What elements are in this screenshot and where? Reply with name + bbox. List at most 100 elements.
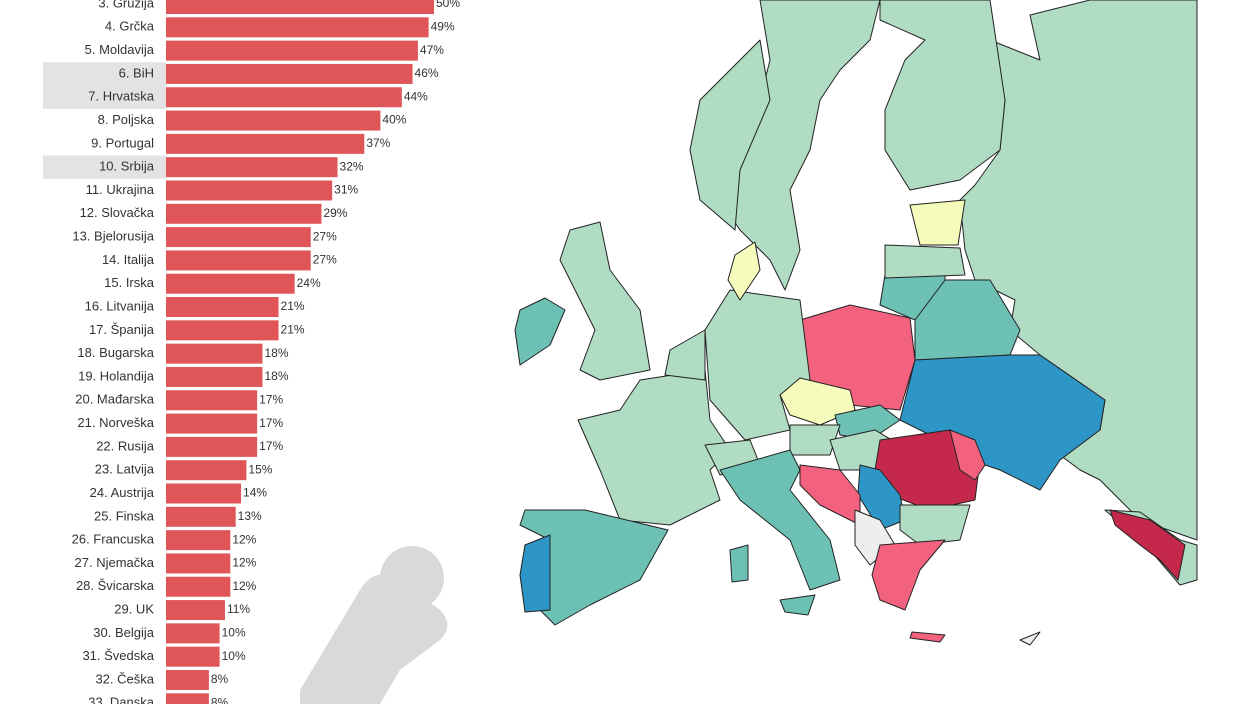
row-highlight bbox=[43, 85, 166, 109]
value-label: 24% bbox=[297, 276, 321, 290]
category-label: 14. Italija bbox=[102, 252, 155, 267]
bar bbox=[166, 483, 242, 504]
category-label: 20. Mađarska bbox=[75, 392, 155, 407]
bar bbox=[166, 576, 231, 597]
row-highlight bbox=[43, 62, 166, 86]
value-label: 40% bbox=[382, 113, 406, 127]
category-label: 7. Hrvatska bbox=[88, 89, 155, 104]
bar bbox=[166, 297, 279, 318]
category-label: 11. Ukrajina bbox=[86, 182, 155, 197]
category-label: 21. Norveška bbox=[77, 415, 154, 430]
value-label: 17% bbox=[259, 439, 283, 453]
value-label: 21% bbox=[281, 299, 305, 313]
value-label: 18% bbox=[264, 369, 288, 383]
value-label: 29% bbox=[323, 206, 347, 220]
bar bbox=[166, 320, 279, 341]
value-label: 12% bbox=[232, 579, 256, 593]
bar bbox=[166, 623, 220, 644]
value-label: 14% bbox=[243, 486, 267, 500]
category-label: 32. Češka bbox=[95, 671, 154, 686]
value-label: 10% bbox=[222, 626, 246, 640]
bar bbox=[166, 227, 311, 248]
value-label: 47% bbox=[420, 43, 444, 57]
category-label: 4. Grčka bbox=[105, 19, 155, 34]
bar bbox=[166, 600, 225, 621]
value-label: 12% bbox=[232, 556, 256, 570]
value-label: 15% bbox=[248, 462, 272, 476]
category-label: 5. Moldavija bbox=[85, 42, 155, 57]
bar-chart: 3. Gruzija 50% 4. Grčka 49% 5. Moldavija 47% 6… bbox=[43, 0, 460, 704]
bar bbox=[166, 530, 231, 551]
bar bbox=[166, 63, 413, 84]
category-label: 9. Portugal bbox=[91, 135, 154, 150]
category-label: 6. BiH bbox=[119, 65, 154, 80]
value-label: 32% bbox=[340, 159, 364, 173]
value-label: 17% bbox=[259, 392, 283, 406]
category-label: 15. Irska bbox=[104, 275, 155, 290]
value-label: 50% bbox=[436, 0, 460, 10]
category-label: 10. Srbija bbox=[99, 159, 155, 174]
watermark bbox=[300, 546, 448, 704]
value-label: 10% bbox=[222, 649, 246, 663]
bar bbox=[166, 17, 429, 38]
category-label: 17. Španija bbox=[89, 322, 155, 337]
bar bbox=[166, 390, 258, 411]
bar bbox=[166, 413, 258, 434]
value-label: 31% bbox=[334, 183, 358, 197]
europe-map bbox=[514, 0, 1198, 646]
bar bbox=[166, 87, 402, 108]
value-label: 17% bbox=[259, 416, 283, 430]
value-label: 49% bbox=[431, 19, 455, 33]
bar bbox=[166, 553, 231, 574]
bar bbox=[166, 366, 263, 387]
category-label: 29. UK bbox=[114, 601, 154, 616]
value-label: 27% bbox=[313, 229, 337, 243]
bar bbox=[166, 273, 295, 294]
bar bbox=[166, 343, 263, 364]
bar bbox=[166, 110, 381, 131]
value-label: 13% bbox=[238, 509, 262, 523]
bar bbox=[166, 460, 247, 481]
value-label: 8% bbox=[211, 695, 229, 704]
category-label: 25. Finska bbox=[94, 508, 155, 523]
category-label: 24. Austrija bbox=[90, 485, 155, 500]
category-label: 16. Litvanija bbox=[85, 298, 155, 313]
bar bbox=[166, 180, 333, 201]
value-label: 18% bbox=[264, 346, 288, 360]
row-highlight bbox=[43, 155, 166, 179]
category-label: 13. Bjelorusija bbox=[72, 229, 154, 244]
bar bbox=[166, 0, 434, 14]
value-label: 27% bbox=[313, 253, 337, 267]
category-label: 28. Švicarska bbox=[76, 578, 155, 593]
bar bbox=[166, 669, 209, 690]
bar bbox=[166, 436, 258, 457]
category-label: 19. Holandija bbox=[78, 368, 155, 383]
bar bbox=[166, 203, 322, 224]
category-label: 30. Belgija bbox=[93, 625, 154, 640]
bar bbox=[166, 250, 311, 271]
category-label: 18. Bugarska bbox=[77, 345, 154, 360]
bar bbox=[166, 693, 209, 704]
bar bbox=[166, 157, 338, 178]
category-label: 23. Latvija bbox=[95, 462, 155, 477]
category-label: 3. Gruzija bbox=[98, 0, 154, 10]
bar bbox=[166, 646, 220, 667]
value-label: 11% bbox=[227, 602, 250, 616]
bar bbox=[166, 506, 236, 527]
value-label: 44% bbox=[404, 89, 428, 103]
category-label: 12. Slovačka bbox=[80, 205, 155, 220]
category-label: 22. Rusija bbox=[96, 438, 155, 453]
category-label: 8. Poljska bbox=[98, 112, 155, 127]
value-label: 8% bbox=[211, 672, 229, 686]
value-label: 46% bbox=[415, 66, 439, 80]
value-label: 12% bbox=[232, 532, 256, 546]
value-label: 21% bbox=[281, 323, 305, 337]
value-label: 37% bbox=[366, 136, 390, 150]
category-label: 31. Švedska bbox=[82, 648, 154, 663]
category-label: 26. Francuska bbox=[72, 532, 155, 547]
category-label: 27. Njemačka bbox=[75, 555, 155, 570]
bar bbox=[166, 40, 418, 61]
category-label: 33. Danska bbox=[88, 695, 155, 704]
bar bbox=[166, 133, 365, 154]
